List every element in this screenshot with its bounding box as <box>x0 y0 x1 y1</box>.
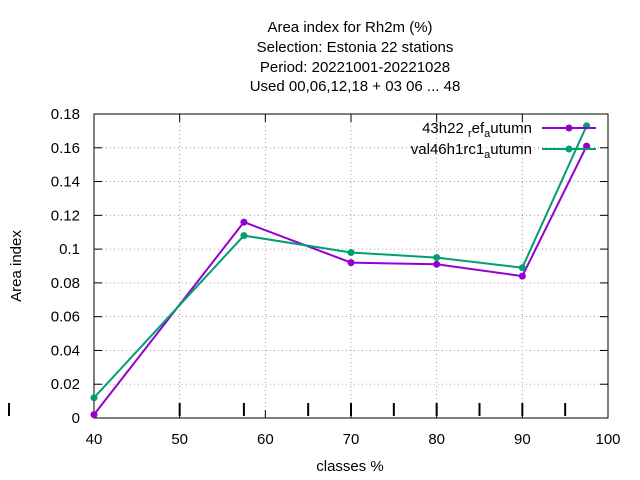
series-1-point <box>583 142 591 150</box>
y-tick-label: 0.06 <box>51 309 80 326</box>
title-line-2: Selection: Estonia 22 stations <box>257 39 454 56</box>
ticks <box>8 113 609 419</box>
y-tick-label: 0.1 <box>59 241 80 258</box>
y-axis-label: Area index <box>8 230 25 302</box>
series-line-1 <box>93 145 588 416</box>
series-2-point <box>240 232 248 240</box>
y-tick-label: 0 <box>72 410 80 427</box>
series-1-point <box>240 218 248 226</box>
series-2-point <box>518 264 526 272</box>
series-1-point <box>518 272 526 280</box>
plot-frame <box>93 113 609 419</box>
legend-marker-1 <box>565 124 573 132</box>
series-1-point <box>347 259 355 267</box>
y-tick-label: 0.12 <box>51 207 80 224</box>
y-tick-label: 0.16 <box>51 140 80 157</box>
y-tick-label: 0.02 <box>51 376 80 393</box>
series-2-point <box>347 248 355 256</box>
tick-labels: 0 0.02 0.04 0.06 0.08 0.1 0.12 0.14 0.16 0.18 40 50… <box>51 106 621 448</box>
title-line-3: Period: 20221001-20221028 <box>260 59 450 76</box>
legend-label-1: 43h22 refautumn <box>422 120 532 140</box>
series-layer <box>90 122 591 419</box>
x-tick-label: 60 <box>257 431 274 448</box>
x-axis-label: classes % <box>316 458 384 475</box>
title-line-4: Used 00,06,12,18 + 03 06 ... 48 <box>250 78 461 95</box>
legend-marker-2 <box>565 145 573 153</box>
series-1-point <box>433 260 441 268</box>
y-tick-label: 0.04 <box>51 342 80 359</box>
series-2-point <box>90 394 98 402</box>
y-tick-label: 0.08 <box>51 275 80 292</box>
legend-label-2: val46h1rc1autumn <box>411 141 532 161</box>
series-1-point <box>90 411 98 419</box>
y-tick-label: 0.14 <box>51 174 80 191</box>
x-tick-label: 50 <box>171 431 188 448</box>
x-tick-label: 80 <box>428 431 445 448</box>
title-line-1: Area index for Rh2m (%) <box>267 19 432 36</box>
series-2-point <box>433 254 441 262</box>
y-tick-label: 0.18 <box>51 106 80 123</box>
x-tick-label: 90 <box>514 431 531 448</box>
x-tick-label: 40 <box>86 431 103 448</box>
chart-title: Area index for Rh2m (%) Selection: Eston… <box>250 19 461 95</box>
x-tick-label: 70 <box>343 431 360 448</box>
series-line-2 <box>93 125 588 399</box>
x-tick-label: 100 <box>595 431 620 448</box>
